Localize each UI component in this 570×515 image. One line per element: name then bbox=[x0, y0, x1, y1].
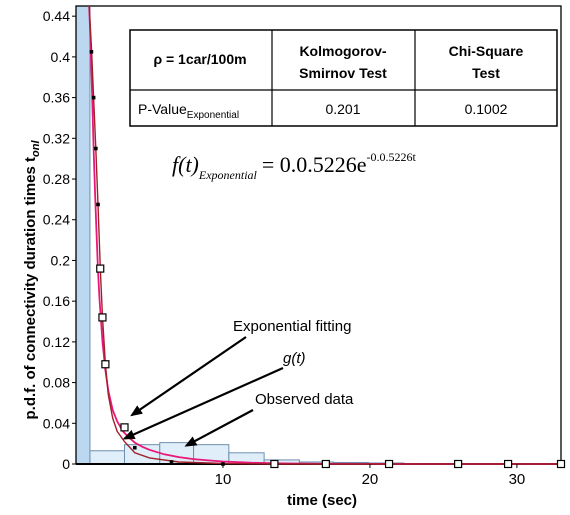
results-table: ρ = 1car/100m Kolmogorov- Smirnov Test C… bbox=[129, 29, 558, 127]
y-tick-label: 0.32 bbox=[43, 130, 70, 146]
y-axis-label: p.d.f. of connectivity duration times to… bbox=[22, 140, 42, 420]
annotation-arrow bbox=[130, 336, 247, 417]
table-value-ks: 0.201 bbox=[325, 101, 360, 117]
curves bbox=[88, 5, 561, 465]
data-point-marker bbox=[98, 313, 107, 322]
y-axis-label-main: p.d.f. of connectivity duration times t bbox=[22, 157, 39, 420]
y-tick-label: 0.04 bbox=[43, 415, 70, 431]
data-point-marker bbox=[321, 459, 330, 469]
data-point-dot bbox=[94, 146, 98, 151]
table-header-chi-line1: Chi-Square bbox=[449, 43, 524, 59]
y-tick-label: 0.4 bbox=[51, 49, 71, 65]
y-tick-label: 0.24 bbox=[43, 212, 70, 228]
data-point-marker bbox=[120, 423, 129, 432]
markers bbox=[89, 50, 566, 469]
x-ticks: 10 20 30 bbox=[215, 464, 526, 488]
equation-lhs: f(t) bbox=[172, 152, 199, 177]
series-line-g-t bbox=[88, 5, 561, 465]
y-tick-label: 0.36 bbox=[43, 90, 70, 106]
histogram-bar bbox=[89, 450, 125, 465]
data-point-marker bbox=[96, 264, 105, 273]
y-axis-label-sub: onl bbox=[30, 140, 42, 157]
annotation-exponential-fitting: Exponential fitting bbox=[233, 318, 351, 335]
annotations: Exponential fitting g(t) Observed data bbox=[122, 318, 354, 447]
table-header-ks-line1: Kolmogorov- bbox=[299, 43, 386, 59]
table-value-chi: 0.1002 bbox=[465, 101, 508, 117]
histogram-bar bbox=[159, 442, 195, 465]
data-point-dot bbox=[96, 202, 100, 207]
data-point-marker bbox=[270, 459, 279, 469]
fit-equation: f(t)Exponential = 0.0.5226e-0.0.5226t bbox=[172, 150, 417, 182]
data-point-dot bbox=[169, 460, 174, 464]
data-point-marker bbox=[503, 459, 513, 469]
table-border bbox=[129, 29, 558, 127]
data-point-dot bbox=[89, 50, 94, 54]
annotation-g-t: g(t) bbox=[283, 350, 306, 367]
equation-lhs-sub: Exponential bbox=[198, 168, 258, 182]
table-row-label: P-ValueExponential bbox=[138, 101, 239, 121]
annotation-arrow bbox=[122, 366, 284, 440]
equation-rhs-sup: -0.0.5226t bbox=[367, 150, 417, 164]
y-tick-label: 0.12 bbox=[43, 334, 70, 350]
data-point-dot bbox=[132, 445, 137, 450]
y-axis-label-group: p.d.f. of connectivity duration times to… bbox=[22, 140, 42, 420]
data-point-marker bbox=[101, 360, 110, 369]
x-tick-label: 20 bbox=[362, 471, 379, 488]
x-tick-label: 10 bbox=[215, 471, 232, 488]
table-row-label-main: P-Value bbox=[138, 101, 187, 117]
data-point-marker bbox=[556, 459, 566, 469]
equation-text: f(t)Exponential = 0.0.5226e-0.0.5226t bbox=[172, 150, 417, 182]
annotation-observed-data: Observed data bbox=[255, 391, 354, 408]
x-tick-label: 30 bbox=[509, 471, 526, 488]
y-tick-label: 0.16 bbox=[43, 293, 70, 309]
data-point-marker bbox=[454, 459, 463, 469]
y-tick-label: 0.44 bbox=[43, 8, 70, 24]
data-point-dot bbox=[91, 95, 96, 100]
y-ticks: 0 0.04 0.08 0.12 0.16 0.2 0.24 0.28 0.32 0.36 0.4 0… bbox=[43, 8, 76, 472]
data-point-marker bbox=[384, 459, 394, 469]
y-tick-label: 0.28 bbox=[43, 171, 70, 187]
table-header-rho: ρ = 1car/100m bbox=[153, 51, 246, 67]
histogram-bar bbox=[75, 5, 91, 465]
annotation-arrow bbox=[184, 409, 254, 447]
table-header-chi-line2: Test bbox=[472, 65, 500, 81]
table-row-label-sub: Exponential bbox=[187, 110, 239, 121]
x-axis-label: time (sec) bbox=[287, 492, 357, 509]
table-header-ks-line2: Smirnov Test bbox=[299, 65, 387, 81]
y-tick-label: 0.08 bbox=[43, 375, 70, 391]
y-tick-label: 0 bbox=[62, 456, 70, 472]
y-tick-label: 0.2 bbox=[51, 252, 71, 268]
equation-rhs: = 0.0.5226e bbox=[262, 152, 367, 177]
